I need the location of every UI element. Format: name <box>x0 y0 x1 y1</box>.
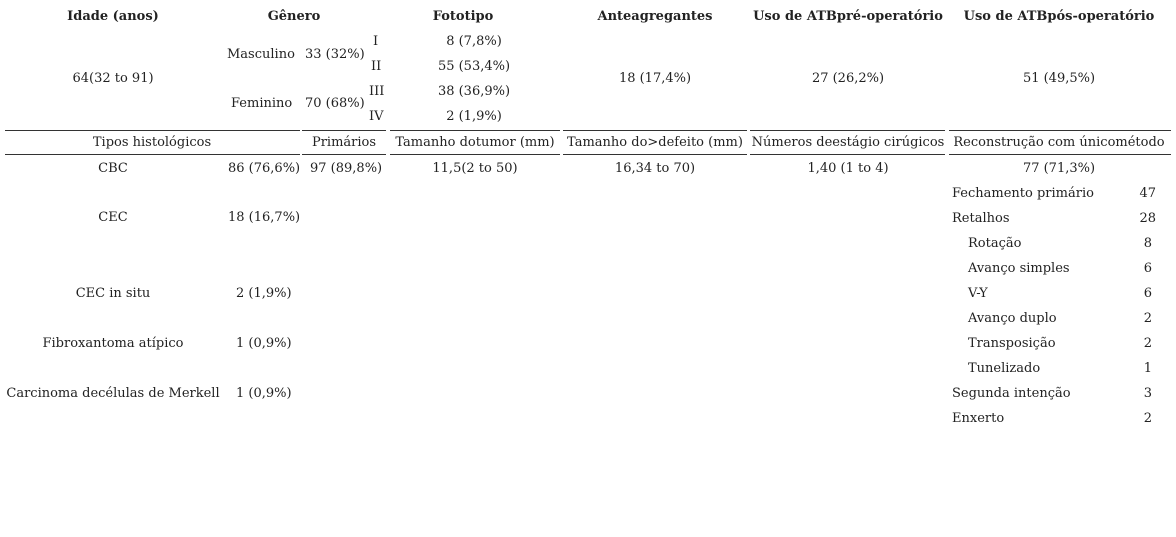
reconstruction-value: 2 <box>1143 311 1152 326</box>
table-rule <box>949 130 1171 131</box>
histology-label: CEC in situ <box>75 286 151 301</box>
header-stages: Números deestágio cirúgicos <box>751 135 945 150</box>
header-single-method: Reconstrução com únicométodo <box>953 135 1165 150</box>
phototype-label: III <box>369 84 385 99</box>
atb-post-value: 51 (49,5%) <box>1022 71 1096 86</box>
gender-value: 33 (32%) <box>305 47 365 62</box>
table-rule <box>302 154 386 155</box>
reconstruction-value: 6 <box>1143 286 1152 301</box>
histology-label: CEC <box>98 210 128 225</box>
table-rule <box>302 130 386 131</box>
antiaggregants-value: 18 (17,4%) <box>618 71 692 86</box>
reconstruction-value: 6 <box>1143 261 1152 276</box>
reconstruction-label: Rotação <box>968 236 1022 251</box>
reconstruction-value: 2 <box>1143 336 1152 351</box>
primary-value: 97 (89,8%) <box>310 161 383 176</box>
table-rule <box>949 154 1171 155</box>
header-phototype: Fototipo <box>432 9 494 24</box>
phototype-value: 2 (1,9%) <box>446 109 502 124</box>
histology-value: 2 (1,9%) <box>236 286 292 301</box>
gender-value: 70 (68%) <box>305 96 365 111</box>
phototype-label: I <box>373 34 379 49</box>
table-rule <box>390 130 560 131</box>
table-rule <box>750 130 945 131</box>
table-rule <box>563 130 747 131</box>
stages-value: 1,40 (1 to 4) <box>807 161 889 176</box>
gender-label: Feminino <box>231 96 293 111</box>
reconstruction-label: Enxerto <box>952 411 1005 426</box>
table-rule <box>390 154 560 155</box>
reconstruction-value: 3 <box>1143 386 1152 401</box>
phototype-value: 55 (53,4%) <box>437 59 511 74</box>
histology-value: 1 (0,9%) <box>236 386 292 401</box>
reconstruction-label: Retalhos <box>952 211 1010 226</box>
atb-pre-value: 27 (26,2%) <box>811 71 885 86</box>
gender-label: Masculino <box>227 47 295 62</box>
histology-label: Carcinoma decélulas de Merkell <box>6 386 220 401</box>
age-value: 64(32 to 91) <box>72 71 154 86</box>
reconstruction-value: 47 <box>1139 186 1156 201</box>
header-histology: Tipos histológicos <box>92 135 212 150</box>
header-antiaggregants: Anteagregantes <box>597 9 713 24</box>
header-gender: Gênero <box>267 9 321 24</box>
table-rule <box>5 130 300 131</box>
histology-label: CBC <box>98 161 128 176</box>
reconstruction-value: 28 <box>1139 211 1156 226</box>
header-atb-pre: Uso de ATBpré-operatório <box>753 9 943 24</box>
header-primary: Primários <box>311 135 377 150</box>
table-rule <box>750 154 945 155</box>
reconstruction-label: Avanço duplo <box>968 311 1057 326</box>
header-age: Idade (anos) <box>67 9 159 24</box>
phototype-value: 38 (36,9%) <box>437 84 511 99</box>
header-atb-post: Uso de ATBpós-operatório <box>963 9 1155 24</box>
reconstruction-label: Avanço simples <box>968 261 1070 276</box>
defect-size-value: 16,34 to 70) <box>614 161 696 176</box>
phototype-label: IV <box>369 109 384 124</box>
single-method-value: 77 (71,3%) <box>1022 161 1096 176</box>
reconstruction-value: 8 <box>1143 236 1152 251</box>
header-defect-size: Tamanho do>defeito (mm) <box>567 135 743 150</box>
histology-value: 18 (16,7%) <box>228 210 301 225</box>
phototype-value: 8 (7,8%) <box>446 34 502 49</box>
tumor-size-value: 11,5(2 to 50) <box>432 161 518 176</box>
header-tumor-size: Tamanho dotumor (mm) <box>395 135 555 150</box>
reconstruction-label: Fechamento primário <box>952 186 1094 201</box>
histology-label: Fibroxantoma atípico <box>42 336 184 351</box>
table-rule <box>5 154 300 155</box>
reconstruction-label: Segunda intenção <box>952 386 1071 401</box>
phototype-label: II <box>371 59 382 74</box>
reconstruction-label: V-Y <box>968 286 988 301</box>
histology-value: 86 (76,6%) <box>228 161 301 176</box>
reconstruction-label: Transposição <box>968 336 1056 351</box>
table-rule <box>563 154 747 155</box>
reconstruction-value: 2 <box>1143 411 1152 426</box>
reconstruction-value: 1 <box>1143 361 1152 376</box>
reconstruction-label: Tunelizado <box>968 361 1041 376</box>
histology-value: 1 (0,9%) <box>236 336 292 351</box>
